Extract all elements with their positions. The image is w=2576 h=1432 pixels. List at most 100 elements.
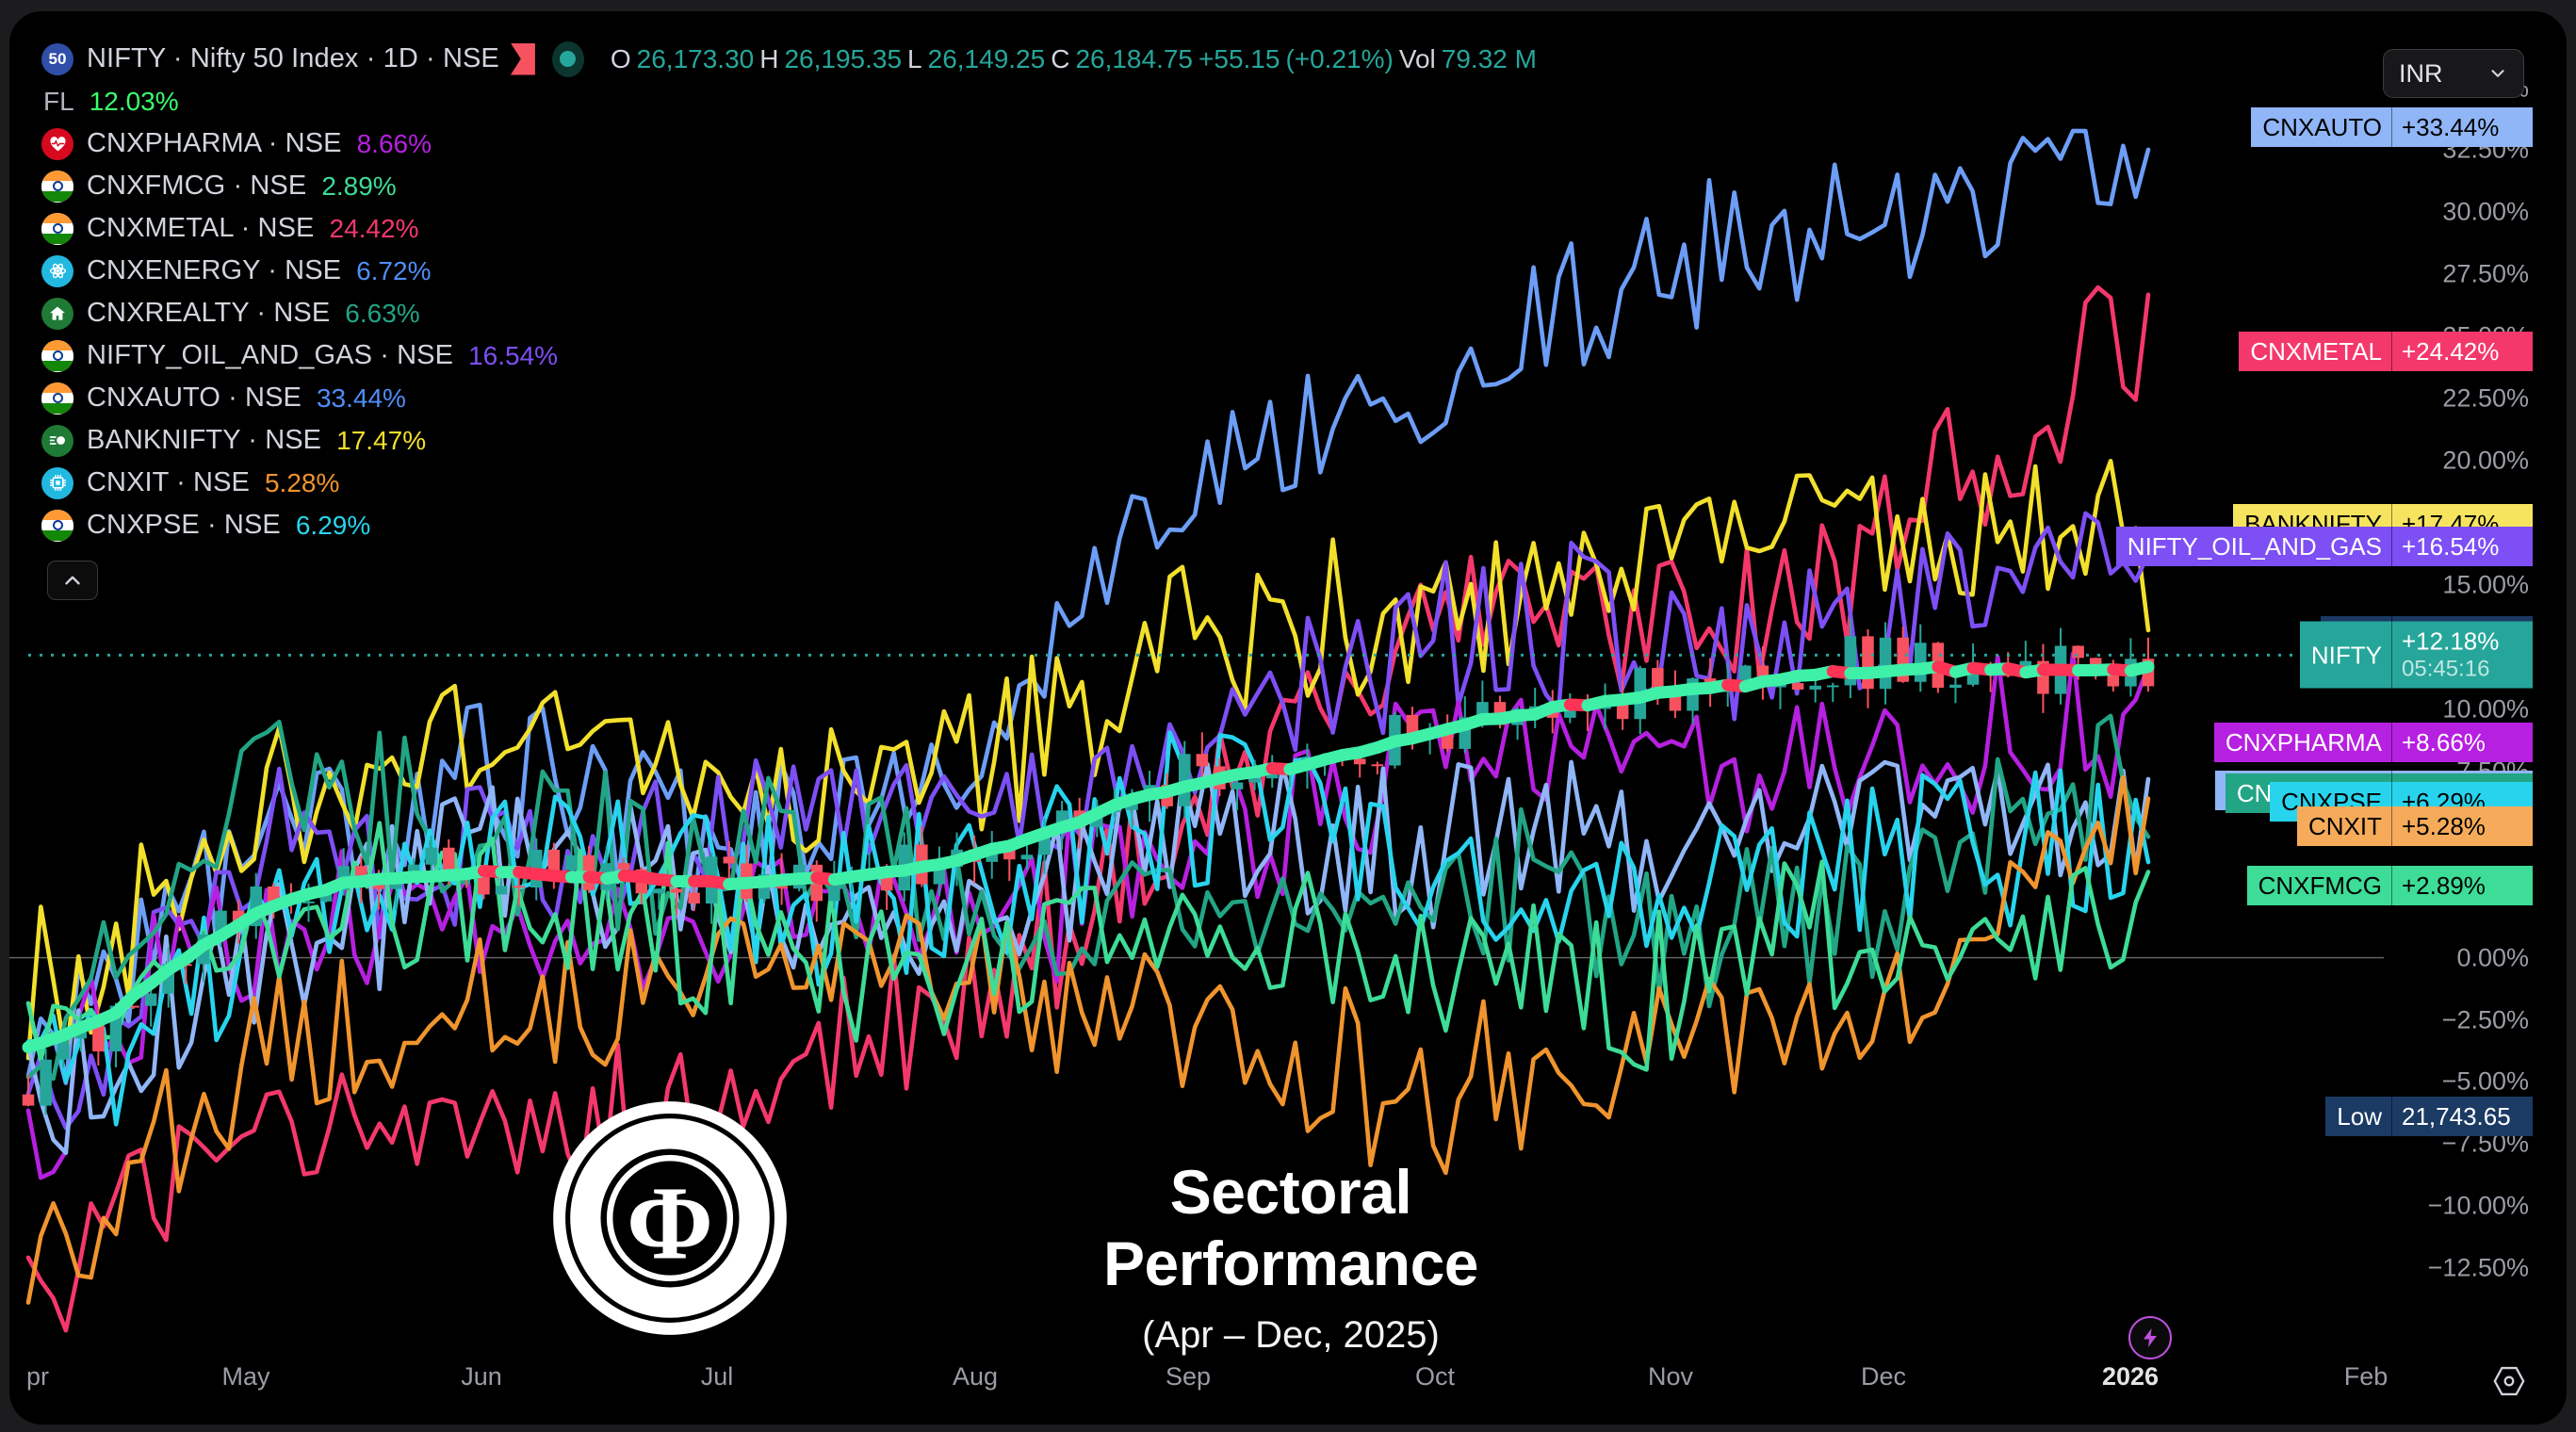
settings-nut-icon[interactable] [2491,1363,2527,1404]
legend-row-cnxfmcg[interactable]: CNXFMCG · NSE 2.89% [41,165,1542,207]
price-label-nifty[interactable]: NIFTY +12.18% 05:45:16 [2299,621,2533,689]
price-label-value: +8.66% [2391,723,2533,763]
legend-item-label: CNXAUTO · NSE [87,382,302,413]
price-label-value: +24.42% [2391,331,2533,371]
price-label-name: CNXAUTO [2262,112,2382,141]
price-label-value: +2.89% [2391,866,2533,906]
price-tick: −5.00% [2441,1066,2529,1096]
time-tick: 2026 [2101,1362,2160,1391]
legend-row-cnxmetal[interactable]: CNXMETAL · NSE 24.42% [41,207,1542,250]
time-tick: Dec [1860,1362,1907,1391]
candle-body [1353,758,1366,765]
close-label: C [1051,43,1070,73]
chip-icon [41,466,73,499]
price-label-low[interactable]: Low 21,743.65 [2325,1096,2533,1136]
volume-label: Vol [1398,43,1436,73]
price-label-value-main: +8.66% [2402,728,2486,757]
time-tick: Jul [700,1362,734,1391]
close-value: 26,184.75 [1075,43,1194,73]
price-scale[interactable]: 35.00%32.50%30.00%27.50%25.00%22.50%20.0… [2115,11,2567,1424]
time-tick: May [221,1362,270,1391]
time-scale[interactable]: pr May Jun Jul Aug Sep Oct Nov Dec 2026 Feb [9,1342,2567,1424]
change-value: +55.15 [1198,43,1280,73]
legend-row-cnxenergy[interactable]: CNXENERGY · NSE 6.72% [41,250,1542,292]
candle-body [425,847,437,865]
legend-row-nifty_oil_and_gas[interactable]: NIFTY_OIL_AND_GAS · NSE 16.54% [41,334,1542,377]
flag-marker-icon[interactable] [510,42,535,75]
price-tick: −2.50% [2441,1005,2529,1034]
price-label-cnxfmcg[interactable]: CNXFMCG +2.89% [2246,866,2533,906]
price-label-value: +12.18% 05:45:16 [2391,621,2533,689]
lightning-bolt-icon[interactable] [2128,1316,2172,1359]
legend-item-percent: 6.63% [345,298,420,328]
legend-item-label: NIFTY_OIL_AND_GAS · NSE [87,340,454,370]
bolt-glyph [2144,1328,2157,1347]
price-label-cnxauto[interactable]: CNXAUTO +33.44% [2251,106,2533,147]
candle-body [1020,854,1034,860]
ohlc-bar: O 26,173.30 H 26,195.35 L 26,149.25 C 26… [611,44,1542,74]
time-tick: Nov [1647,1362,1694,1391]
price-tick: 30.00% [2442,197,2529,226]
legend-item-label: CNXPSE · NSE [87,510,281,540]
candle-body [443,847,455,874]
candle-body [565,854,578,871]
low-value: 26,149.25 [927,43,1046,73]
candle-body [144,993,157,1006]
legend-series-list: CNXPHARMA · NSE 8.66% CNXFMCG · NSE 2.89% CN… [41,122,1542,546]
legend-row-cnxrealty[interactable]: CNXREALTY · NSE 6.63% [41,292,1542,334]
time-tick: Jun [461,1362,502,1391]
legend-item-label: CNXENERGY · NSE [87,255,342,285]
time-tick: pr [25,1362,50,1391]
time-tick: Sep [1165,1362,1212,1391]
legend-item-percent: 17.47% [336,425,427,455]
legend-item-percent: 8.66% [356,128,432,158]
legend-item-percent: 5.28% [264,467,340,497]
legend-item-percent: 2.89% [321,171,397,201]
currency-select[interactable]: INR [2383,49,2524,98]
candle-body [1949,684,1962,689]
legend-item-label: CNXIT · NSE [87,467,250,497]
status-dot-icon[interactable] [551,41,584,77]
india-flag-icon [41,339,73,372]
candle-body [1652,668,1664,691]
high-value: 26,195.35 [784,43,903,73]
legend-collapse-button[interactable] [47,561,98,600]
legend-row-cnxpharma[interactable]: CNXPHARMA · NSE 8.66% [41,122,1542,165]
nut-glyph [2493,1366,2525,1396]
legend-item-label: CNXREALTY · NSE [87,298,331,328]
price-label-name: CNXMETAL [2250,336,2382,366]
legend-item-percent: 33.44% [316,382,406,413]
price-label-name: NIFTY_OIL_AND_GAS [2127,532,2382,561]
chart-plot-area[interactable] [9,11,2384,1349]
candle-body [670,888,683,893]
price-label-value-main: 21,743.65 [2402,1101,2511,1131]
price-label-value: +16.54% [2391,527,2533,567]
chevron-up-icon [65,576,80,585]
legend-row-banknifty[interactable]: BANKNIFTY · NSE 17.47% [41,419,1542,462]
legend-row-cnxit[interactable]: CNXIT · NSE 5.28% [41,462,1542,504]
legend-row-cnxpse[interactable]: CNXPSE · NSE 6.29% [41,504,1542,546]
price-label-value-main: +16.54% [2402,532,2500,561]
price-label-cnxpharma[interactable]: CNXPHARMA +8.66% [2213,723,2533,763]
open-value: 26,173.30 [636,43,755,73]
price-label-value-main: +2.89% [2402,871,2486,901]
price-tick: 0.00% [2456,943,2529,972]
price-label-value-main: +33.44% [2402,112,2500,141]
price-label-name: CNXFMCG [2258,871,2382,901]
candle-body [617,863,630,870]
candle-body [22,1094,35,1106]
price-tick: 15.00% [2442,570,2529,599]
legend-row-cnxauto[interactable]: CNXAUTO · NSE 33.44% [41,377,1542,419]
price-tick: −10.00% [2427,1191,2529,1220]
price-label-cnxit[interactable]: CNXIT +5.28% [2297,806,2533,847]
candle-body [1406,714,1419,735]
legend-item-percent: 24.42% [329,213,419,243]
candle-body [1809,685,1821,690]
legend-row-main[interactable]: 50 NIFTY · Nifty 50 Index · 1D · NSE O 2… [41,38,1542,80]
candle-body [302,901,315,903]
price-label-cnxmetal[interactable]: CNXMETAL +24.42% [2239,331,2533,371]
price-label-nifty_oil_and_gas[interactable]: NIFTY_OIL_AND_GAS +16.54% [2115,527,2533,567]
legend-item-label: BANKNIFTY · NSE [87,425,322,455]
currency-select-value: INR [2399,58,2443,88]
